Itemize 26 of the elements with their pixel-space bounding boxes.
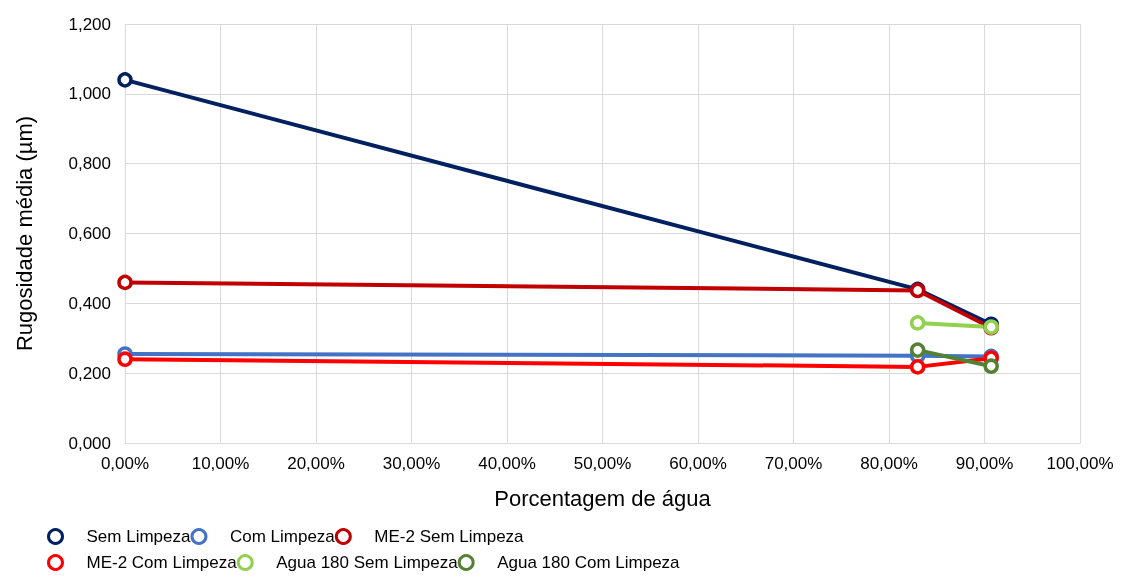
x-tick-label: 40,00% bbox=[478, 454, 536, 473]
y-tick-label: 0,200 bbox=[68, 363, 111, 383]
legend-label: Com Limpeza bbox=[229, 527, 336, 546]
y-tick-label: 0,800 bbox=[68, 154, 111, 174]
x-tick-label: 100,00% bbox=[1046, 454, 1114, 473]
legend-label: Agua 180 Com Limpeza bbox=[497, 553, 681, 572]
y-tick-label: 1,200 bbox=[68, 14, 111, 34]
x-tick-label: 20,00% bbox=[287, 454, 345, 473]
y-tick-label: 0,000 bbox=[68, 433, 111, 453]
y-tick-label: 0,600 bbox=[68, 224, 111, 243]
x-tick-label: 10,00% bbox=[191, 454, 250, 473]
x-tick-label: 90,00% bbox=[955, 454, 1014, 473]
x-tick-label: 30,00% bbox=[382, 454, 441, 473]
x-tick-label: 70,00% bbox=[764, 454, 823, 473]
x-tick-label: 0,00% bbox=[100, 454, 150, 473]
y-tick-label: 1,000 bbox=[68, 84, 111, 104]
legend-label: Sem Limpeza bbox=[86, 527, 191, 546]
legend-label: Agua 180 Sem Limpeza bbox=[276, 553, 459, 572]
y-axis-title: Rugosidade média (µm) bbox=[11, 115, 37, 352]
x-axis-title: Porcentagem de água bbox=[494, 485, 712, 511]
legend-label: ME-2 Sem Limpeza bbox=[374, 527, 525, 546]
x-tick-label: 80,00% bbox=[860, 454, 918, 473]
x-tick-label: 60,00% bbox=[669, 454, 727, 473]
legend-label: ME-2 Com Limpeza bbox=[86, 553, 238, 572]
y-tick-label: 0,400 bbox=[68, 293, 111, 313]
x-tick-label: 50,00% bbox=[573, 454, 632, 473]
